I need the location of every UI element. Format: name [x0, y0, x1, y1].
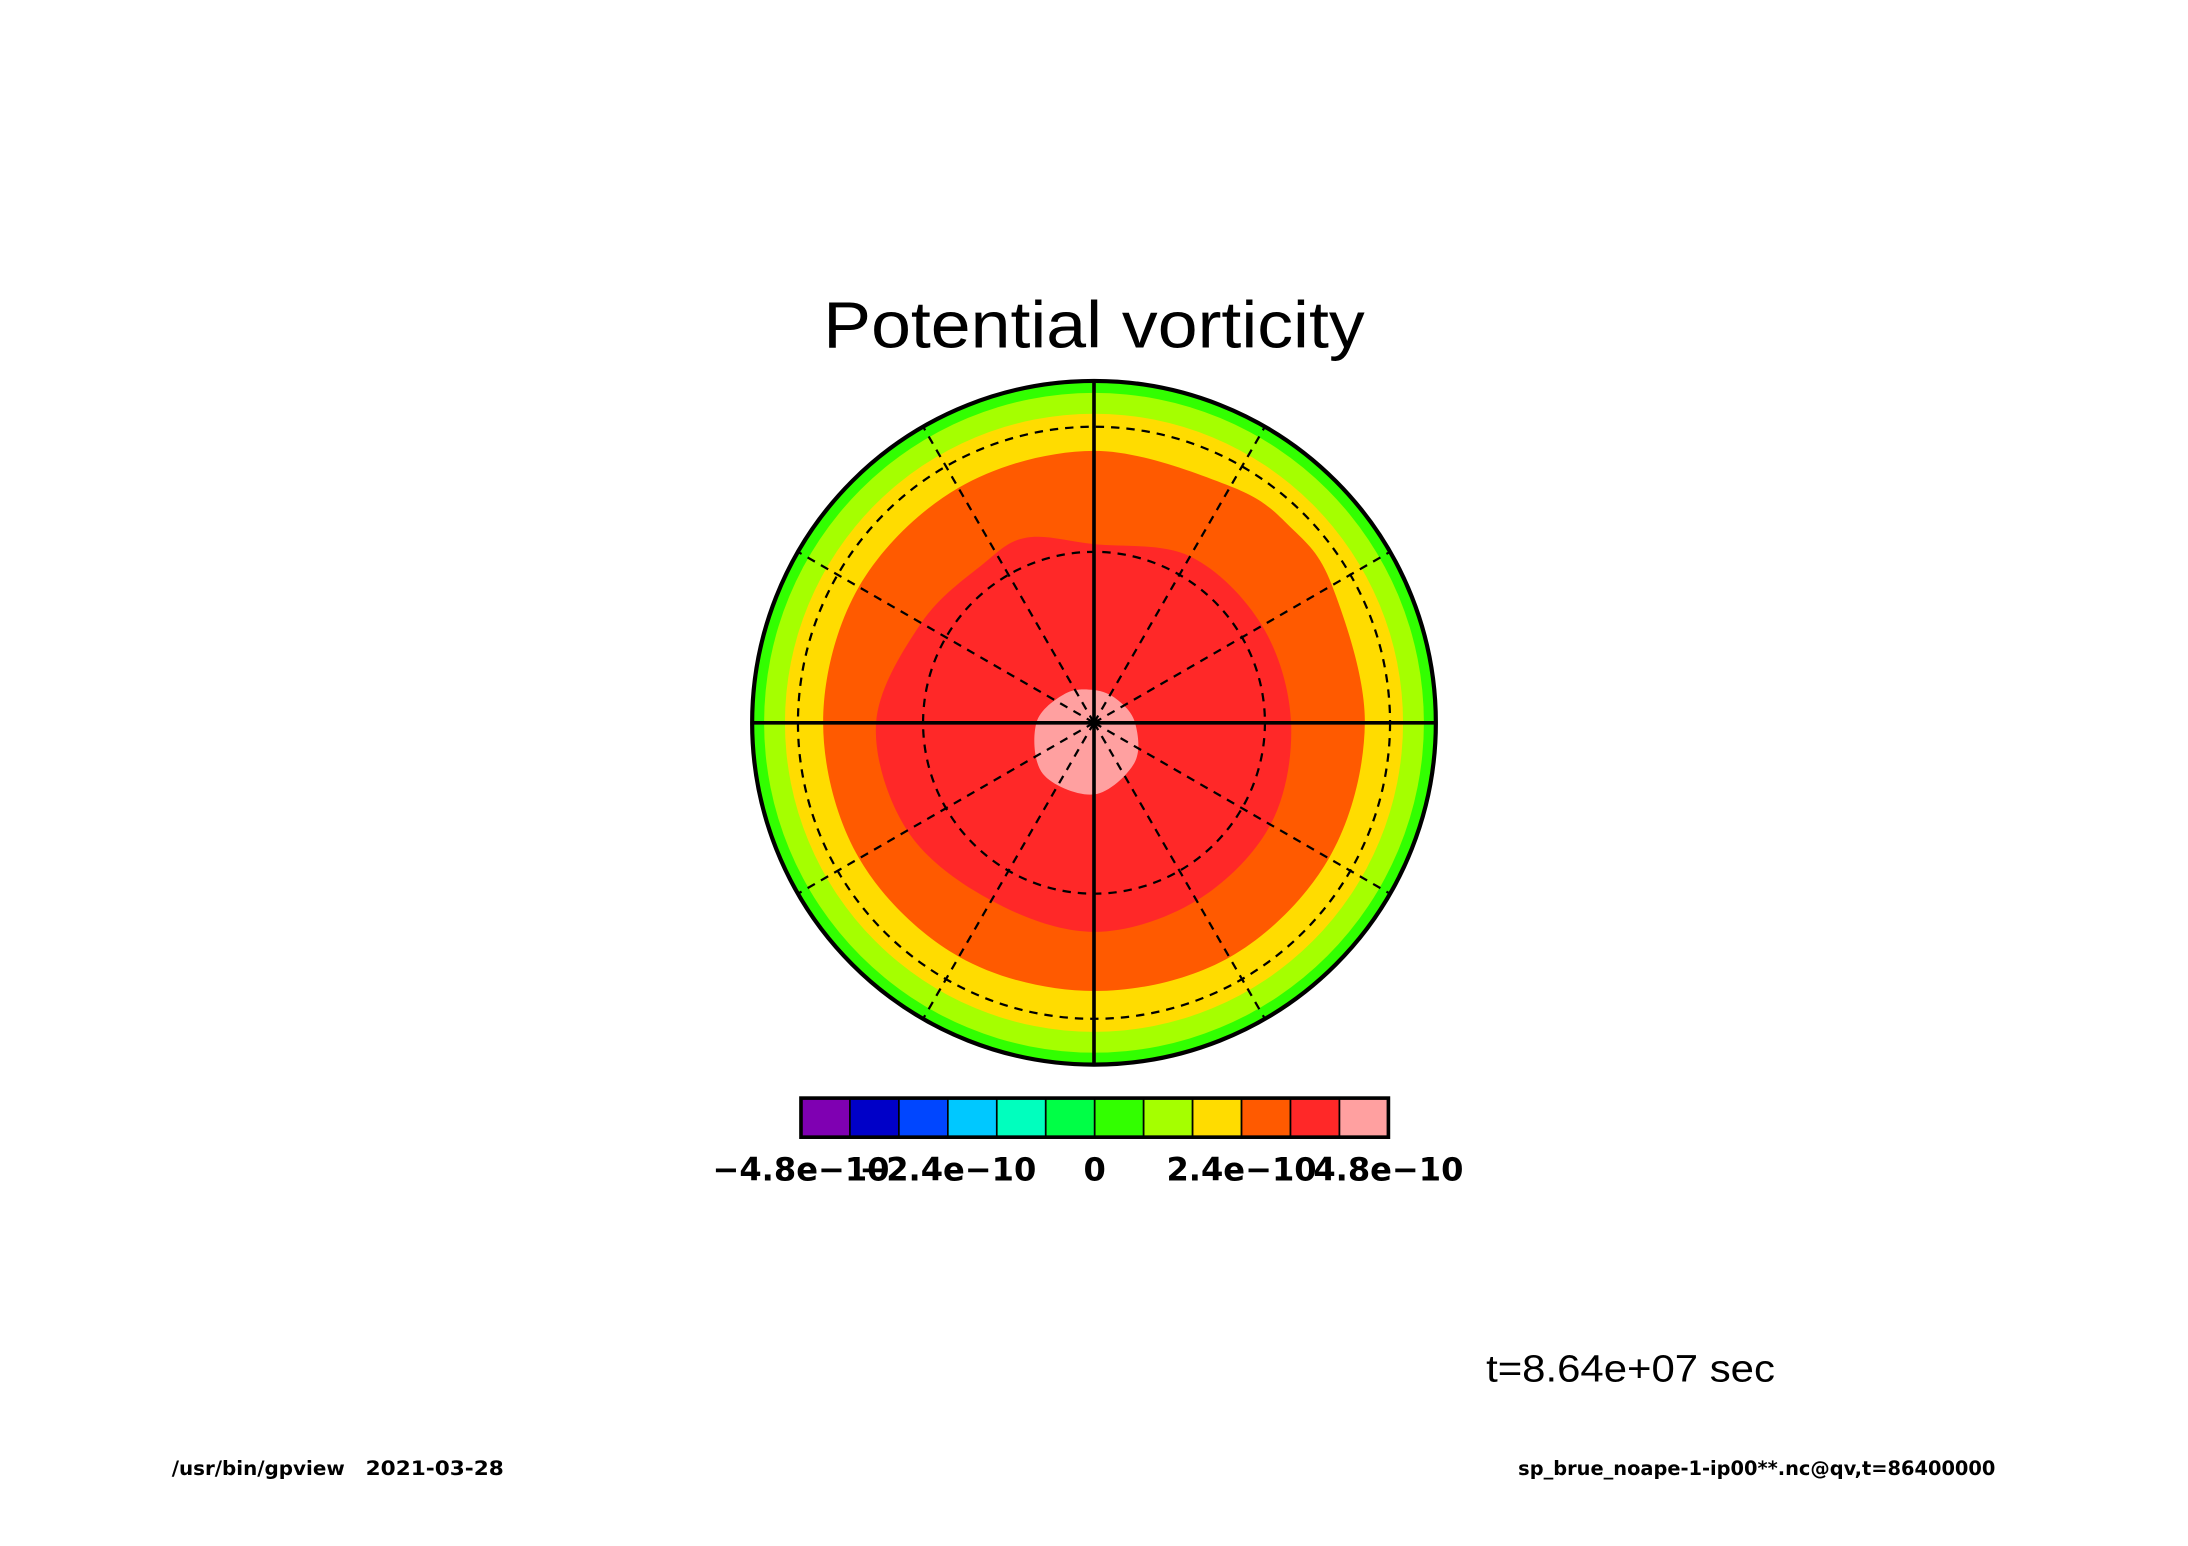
chart-title: Potential vorticity: [823, 288, 1365, 361]
colorbar-tick-label: −4.8e−10: [712, 1150, 889, 1188]
longitude-line-120: [1093, 550, 1391, 724]
footer-source: sp_brue_noape-1-ip00**.nc@qv,t=86400000: [1518, 1457, 1995, 1480]
colorbar-box-9: [1240, 1097, 1292, 1139]
plot-outline: [750, 378, 1438, 1067]
colorbar: −4.8e−10−2.4e−10 0 2.4e−104.8e−10: [712, 1096, 1463, 1188]
longitude-line-240: [797, 550, 1095, 724]
grid-lines: [752, 380, 1436, 1065]
colorbar-box-4: [995, 1097, 1047, 1139]
colorbar-tick-label: −2.4e−10: [859, 1150, 1036, 1188]
colorbar-box-0: [800, 1097, 851, 1139]
time-annotation: t=8.64e+07 sec: [1486, 1347, 1775, 1389]
longitude-line-330: [922, 722, 1095, 1020]
colorbar-box-10: [1289, 1097, 1341, 1139]
colorbar-box-2: [898, 1097, 949, 1139]
longitude-line-60: [1093, 721, 1391, 895]
colorbar-box-5: [1044, 1097, 1096, 1139]
longitude-line-210: [922, 426, 1095, 724]
contour-band-level-11: [1034, 689, 1139, 795]
footer-date: 2021-03-28: [366, 1457, 504, 1480]
footer-program: /usr/bin/gpview: [172, 1457, 345, 1480]
colorbar-box-8: [1191, 1097, 1243, 1139]
colorbar-box-11: [1338, 1097, 1390, 1139]
colorbar-tick-label: 0: [1084, 1150, 1106, 1188]
plot-boundary-circle: [750, 378, 1438, 1067]
longitude-line-300: [797, 721, 1095, 895]
longitude-line-150: [1093, 426, 1266, 724]
colorbar-tick-label: 4.8e−10: [1313, 1150, 1463, 1188]
colorbar-tick-label: 2.4e−10: [1166, 1150, 1316, 1188]
colorbar-box-6: [1093, 1097, 1145, 1139]
longitude-line-30: [1093, 722, 1266, 1020]
colorbar-frame: [799, 1096, 1391, 1139]
colorbar-box-7: [1142, 1097, 1194, 1139]
colorbar-box-1: [849, 1097, 900, 1139]
colorbar-box-3: [947, 1097, 998, 1139]
